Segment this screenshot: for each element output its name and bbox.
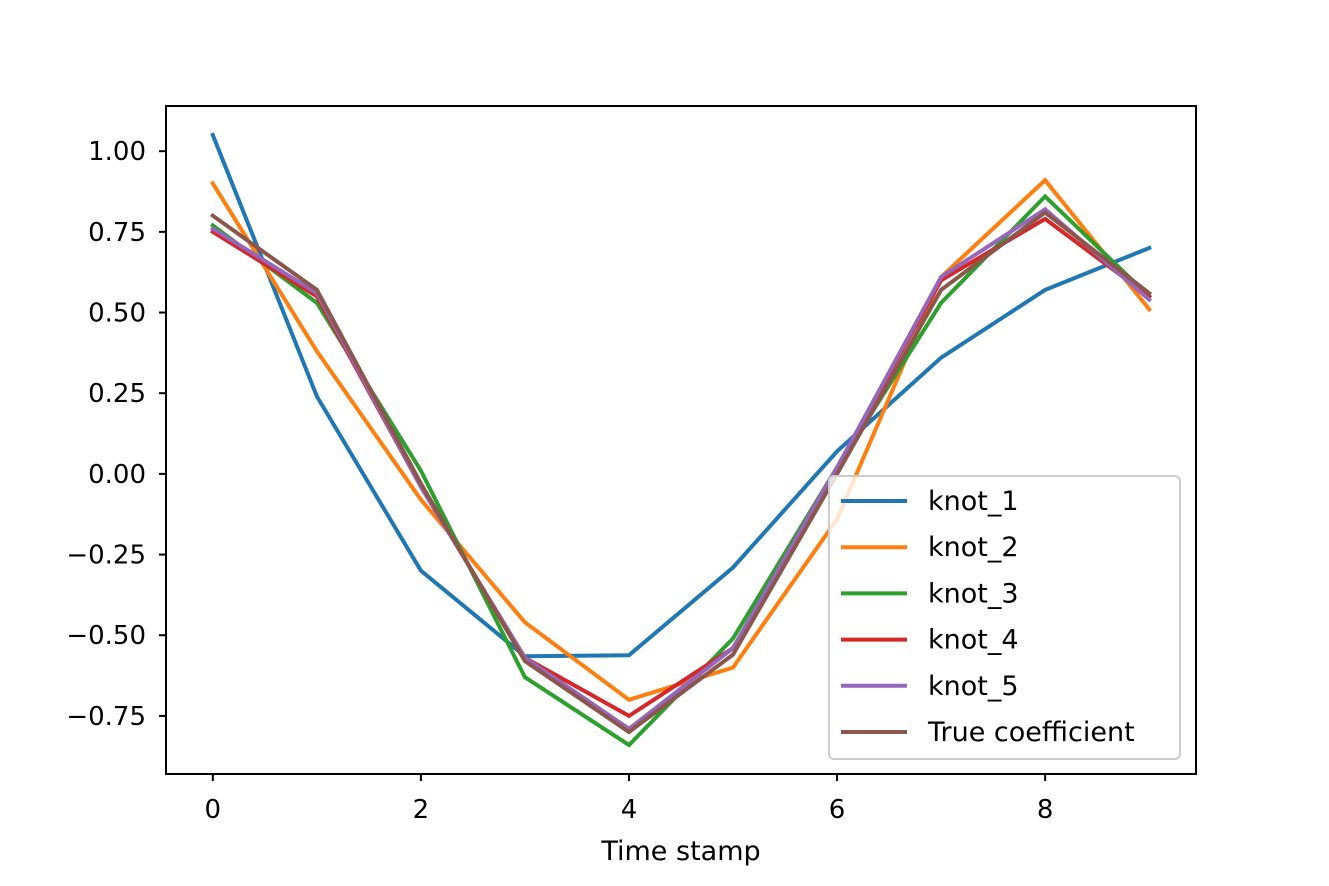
legend-label-1: knot_1 bbox=[928, 486, 1019, 517]
y-tick-label: −0.25 bbox=[66, 541, 146, 571]
series-line-6 bbox=[210, 209, 1153, 735]
x-tick-label: 6 bbox=[829, 795, 846, 825]
legend-items: knot_1 knot_2 knot_3 knot_4 knot_5 True coeff… bbox=[841, 486, 1135, 748]
x-tick-label: 4 bbox=[621, 795, 638, 825]
legend-label-5: knot_5 bbox=[928, 671, 1019, 702]
x-tick-label: 8 bbox=[1037, 795, 1054, 825]
legend-frame bbox=[828, 475, 1181, 760]
legend-label-2: knot_2 bbox=[928, 532, 1019, 563]
x-tick-label: 0 bbox=[205, 795, 222, 825]
y-tick-label: 1.00 bbox=[88, 137, 146, 167]
series-line-1 bbox=[210, 132, 1152, 659]
y-tick-label: −0.75 bbox=[66, 702, 146, 732]
legend-label-3: knot_3 bbox=[928, 578, 1019, 609]
legend-label-6: True coefficient bbox=[927, 717, 1135, 748]
x-tick-label: 2 bbox=[413, 795, 430, 825]
y-axis-ticks: 1.00 0.75 0.50 0.25 0.00 −0.25 −0.50 −0.75 bbox=[66, 137, 166, 732]
legend-label-4: knot_4 bbox=[928, 625, 1019, 656]
x-axis-ticks: 0 2 4 6 8 bbox=[205, 774, 1054, 825]
plot-frame bbox=[165, 105, 1197, 775]
legend: knot_1 knot_2 knot_3 knot_4 knot_5 True coeff… bbox=[828, 475, 1181, 760]
y-tick-label: 0.00 bbox=[88, 460, 146, 490]
y-tick-label: 0.25 bbox=[88, 379, 146, 409]
y-tick-label: 0.75 bbox=[88, 218, 146, 248]
series-layer bbox=[210, 132, 1153, 748]
x-axis-title: Time stamp bbox=[600, 836, 760, 867]
y-tick-label: 0.50 bbox=[88, 299, 146, 329]
y-tick-label: −0.50 bbox=[66, 621, 146, 651]
